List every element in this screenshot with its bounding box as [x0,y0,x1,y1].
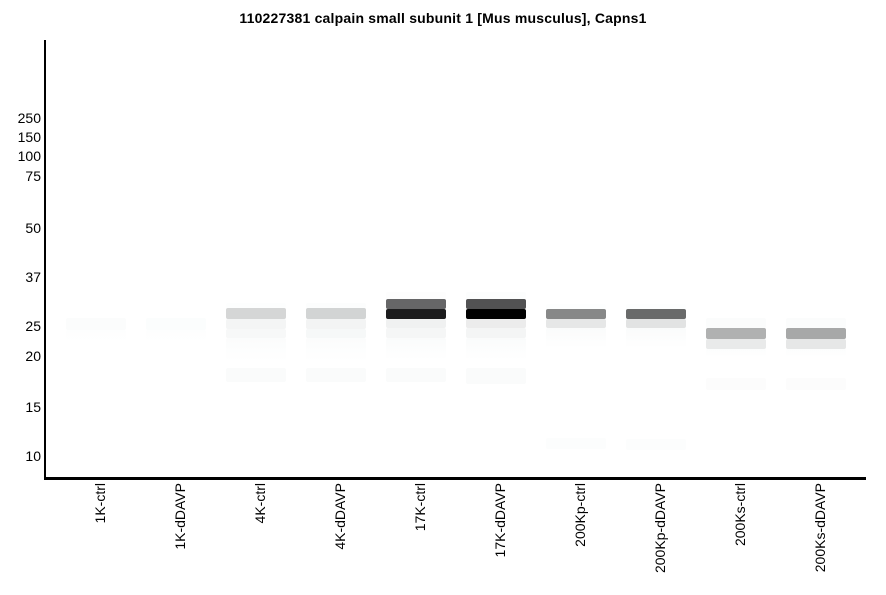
gel-band [226,303,286,308]
lane-label: 200Ks-ctrl [732,483,748,547]
y-tick-label: 75 [25,168,41,184]
gel-band [386,328,446,338]
lane-label: 4K-dDAVP [332,483,348,550]
lane-label: 17K-dDAVP [492,483,508,558]
gel-band [546,304,606,309]
gel-band [466,368,526,384]
gel-band [306,368,366,382]
gel-band [546,328,606,348]
gel-band [546,438,606,449]
y-axis-line [44,40,46,480]
gel-band [626,439,686,450]
gel-band [306,329,366,338]
gel-band [306,319,366,329]
gel-band [386,319,446,328]
lane-label: 1K-ctrl [92,483,108,524]
gel-band [226,338,286,362]
gel-band [146,318,206,330]
gel-band [706,339,766,349]
gel-band [386,292,446,299]
y-tick-label: 50 [25,220,41,236]
lane-label: 4K-ctrl [252,483,268,524]
y-tick-label: 250 [17,110,41,126]
gel-band [626,319,686,328]
gel-band [466,309,526,319]
gel-band [226,319,286,329]
gel-band [706,318,766,328]
gel-band [386,299,446,309]
gel-band [626,304,686,309]
gel-band [146,330,206,342]
gel-band [386,309,446,319]
lane-label: 200Ks-dDAVP [812,483,828,573]
gel-band [306,303,366,308]
lane-label: 200Kp-ctrl [572,483,588,547]
gel-band [466,338,526,360]
gel-band [306,308,366,319]
gel-band [66,318,126,330]
gel-band [786,378,846,390]
gel-band [706,378,766,390]
gel-band [466,292,526,299]
gel-band [226,368,286,382]
gel-band [386,338,446,360]
gel-band [546,309,606,319]
chart-title: 110227381 calpain small subunit 1 [Mus m… [239,10,647,26]
y-tick-label: 100 [17,148,41,164]
gel-band [626,309,686,319]
gel-band [546,319,606,328]
gel-band [226,329,286,338]
gel-band [706,328,766,339]
gel-band [466,328,526,338]
y-tick-label: 25 [25,318,41,334]
gel-band [66,330,126,342]
y-tick-label: 20 [25,348,41,364]
gel-band [786,328,846,339]
x-axis-line [44,477,866,480]
gel-band [226,308,286,319]
lane-label: 1K-dDAVP [172,483,188,550]
y-tick-label: 37 [25,269,41,285]
gel-band [306,338,366,362]
gel-band [786,318,846,328]
lane-label: 17K-ctrl [412,483,428,532]
y-tick-label: 10 [25,448,41,464]
gel-band [466,319,526,328]
gel-band [386,368,446,382]
lane-label: 200Kp-dDAVP [652,483,668,574]
y-tick-label: 150 [17,129,41,145]
gel-band [466,299,526,309]
gel-band [706,349,766,357]
gel-band [786,339,846,349]
y-tick-label: 15 [25,399,41,415]
gel-band [786,349,846,357]
gel-band [626,328,686,348]
